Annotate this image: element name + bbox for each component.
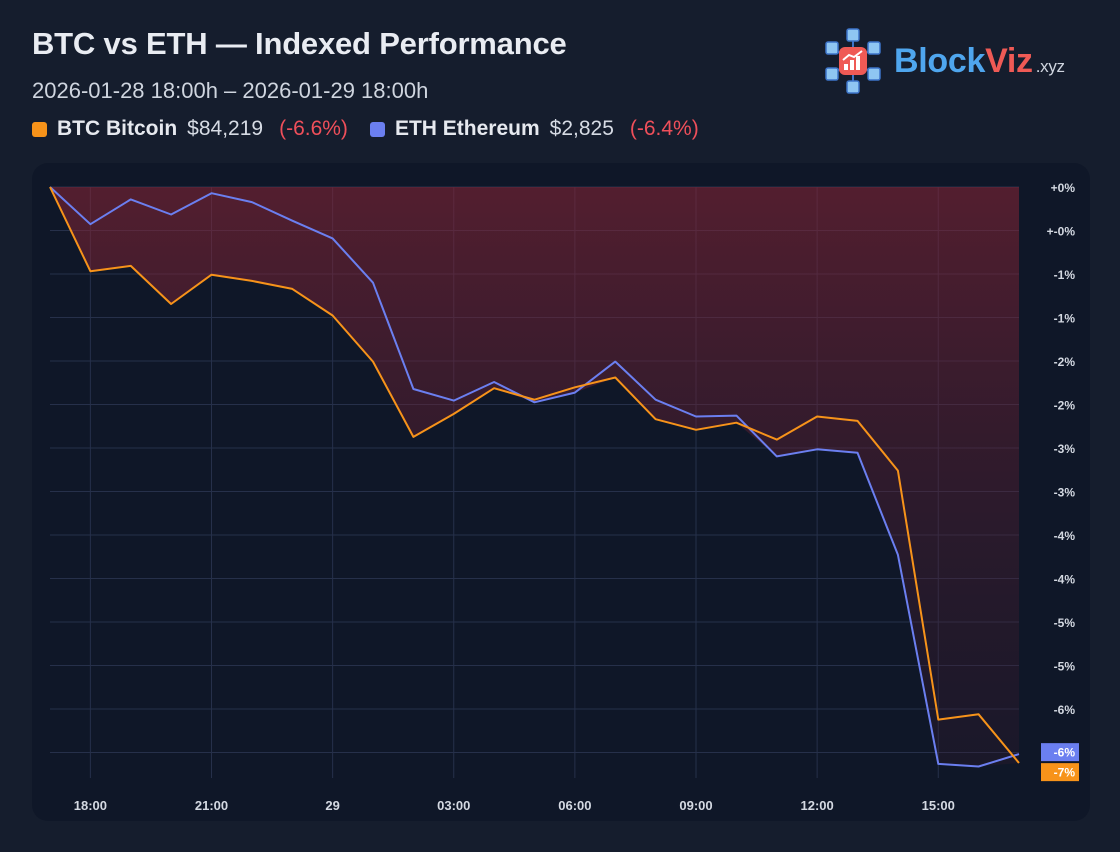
y-tick-label: -5%	[1054, 660, 1076, 674]
y-tick-label: +0%	[1051, 181, 1076, 195]
x-tick-label: 09:00	[679, 798, 712, 813]
x-tick-label: 12:00	[801, 798, 834, 813]
logo-part-block: Block	[894, 41, 986, 80]
chart-title: BTC vs ETH — Indexed Performance	[32, 26, 567, 61]
y-tick-label: -1%	[1054, 312, 1076, 326]
series-lines	[49, 186, 1020, 768]
logo-part-domain: .xyz	[1035, 56, 1065, 76]
y-tick-label: -3%	[1054, 486, 1076, 500]
end-label-bg-btc	[1041, 763, 1079, 782]
logo-wordmark: BlockViz .xyz	[894, 42, 1065, 81]
blockviz-logo: BlockViz .xyz	[820, 26, 1065, 96]
legend-item-btc[interactable]: BTC Bitcoin $84,219 (-6.6%)	[32, 117, 348, 141]
legend-change: (-6.4%)	[629, 117, 699, 140]
series-line-btc	[49, 186, 1020, 764]
legend-price: $84,219	[187, 117, 264, 140]
y-tick-label: -5%	[1054, 616, 1076, 630]
x-tick-label: 21:00	[195, 798, 228, 813]
y-tick-label: -3%	[1054, 442, 1076, 456]
y-tick-label: -2%	[1054, 355, 1076, 369]
legend-change: (-6.6%)	[279, 117, 348, 140]
legend-price: $2,825	[549, 117, 614, 140]
y-tick-label: -1%	[1054, 268, 1076, 282]
btc-swatch	[32, 121, 47, 137]
eth-swatch	[369, 121, 385, 137]
y-tick-label: +-0%	[1047, 225, 1076, 239]
line-chart: +0% +-0% -1% -1% -2% -2% -3% -3% -4% -4% -5% -5% -6%…	[49, 181, 1079, 813]
y-axis-ticks: +0% +-0% -1% -1% -2% -2% -3% -3% -4% -4% -5% -5% -6%…	[1047, 181, 1076, 761]
y-tick-label: -4%	[1054, 529, 1076, 543]
x-tick-label: 03:00	[437, 798, 470, 813]
legend-name: BTC Bitcoin	[57, 117, 178, 140]
y-tick-label: -6%	[1054, 703, 1076, 717]
y-tick-label: -2%	[1054, 399, 1076, 413]
end-label-bg-eth	[1041, 743, 1079, 762]
legend: BTC Bitcoin $84,219 (-6.6%) ETH Ethereum…	[32, 117, 721, 141]
end-label-eth: -6%	[1054, 746, 1076, 760]
y-tick-label: -4%	[1054, 573, 1076, 587]
end-labels: -6%-7%	[1041, 743, 1079, 782]
series-line-eth	[49, 186, 1020, 768]
end-label-btc: -7%	[1054, 766, 1076, 780]
drawdown-fill	[50, 187, 1019, 767]
x-tick-label: 15:00	[922, 798, 955, 813]
cube-network-icon	[825, 28, 881, 94]
logo-part-viz: Viz	[985, 41, 1033, 80]
x-tick-label: 06:00	[558, 798, 591, 813]
x-axis-ticks: 18:00 21:00 29 03:00 06:00 09:00 12:00 15:00	[74, 798, 955, 813]
legend-name: ETH Ethereum	[394, 117, 540, 140]
chart-panel: +0% +-0% -1% -1% -2% -2% -3% -3% -4% -4% -5% -5% -6%…	[32, 163, 1090, 821]
x-tick-label: 18:00	[74, 798, 107, 813]
legend-item-eth[interactable]: ETH Ethereum $2,825 (-6.4%)	[369, 117, 699, 141]
date-range: 2026-01-28 18:00h – 2026-01-29 18:00h	[32, 78, 429, 103]
x-tick-label: 29	[325, 798, 339, 813]
